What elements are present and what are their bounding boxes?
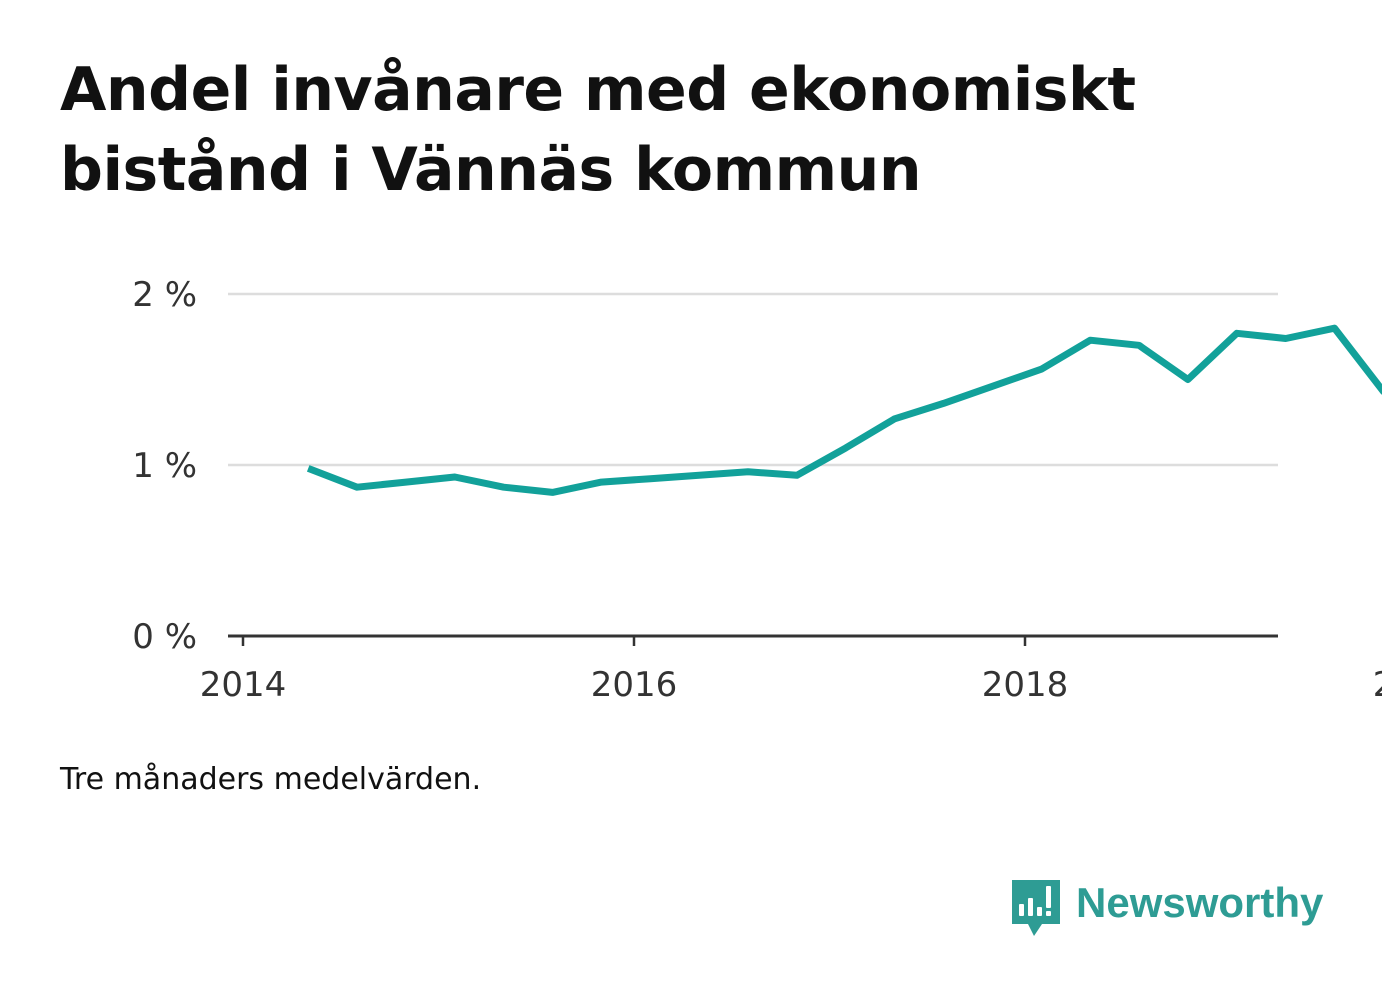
x-axis: 201420162018202020222024 (200, 634, 1382, 705)
data-point (451, 474, 458, 481)
data-point (500, 484, 507, 491)
data-point (305, 465, 312, 472)
y-tick-label: 2 % (132, 275, 197, 315)
data-point (402, 479, 409, 486)
data-point (598, 479, 605, 486)
data-point (1087, 337, 1094, 344)
data-point (793, 472, 800, 479)
chart-title: Andel invånare med ekonomiskt bistånd i … (60, 55, 1136, 205)
x-tick-label: 2020 (1373, 665, 1382, 705)
y-tick-label: 1 % (132, 446, 197, 486)
data-point (1233, 330, 1240, 337)
series-layer (305, 324, 1382, 496)
data-point (354, 484, 361, 491)
data-point (891, 415, 898, 422)
data-point (1331, 325, 1338, 332)
newsworthy-logo-icon (1012, 880, 1060, 936)
data-point (549, 489, 556, 496)
brand-name: Newsworthy (1076, 879, 1324, 926)
y-axis-labels: 0 % 1 % 2 % (132, 275, 197, 657)
data-point (1038, 366, 1045, 373)
x-tick-label: 2014 (200, 665, 287, 705)
grid-lines (228, 292, 1278, 467)
data-point (1184, 376, 1191, 383)
chart-note: Tre månaders medelvärden. (60, 762, 482, 797)
data-point (1136, 342, 1143, 349)
y-tick-label: 0 % (132, 617, 197, 657)
x-tick-label: 2018 (982, 665, 1069, 705)
brand-logo: Newsworthy (1010, 878, 1323, 942)
data-point (842, 444, 849, 451)
series-line (306, 324, 1382, 496)
data-point (647, 475, 654, 482)
data-point (745, 468, 752, 475)
data-point (940, 400, 947, 407)
data-point (1282, 335, 1289, 342)
x-tick-label: 2016 (591, 665, 678, 705)
data-point (696, 472, 703, 479)
data-point (989, 383, 996, 390)
